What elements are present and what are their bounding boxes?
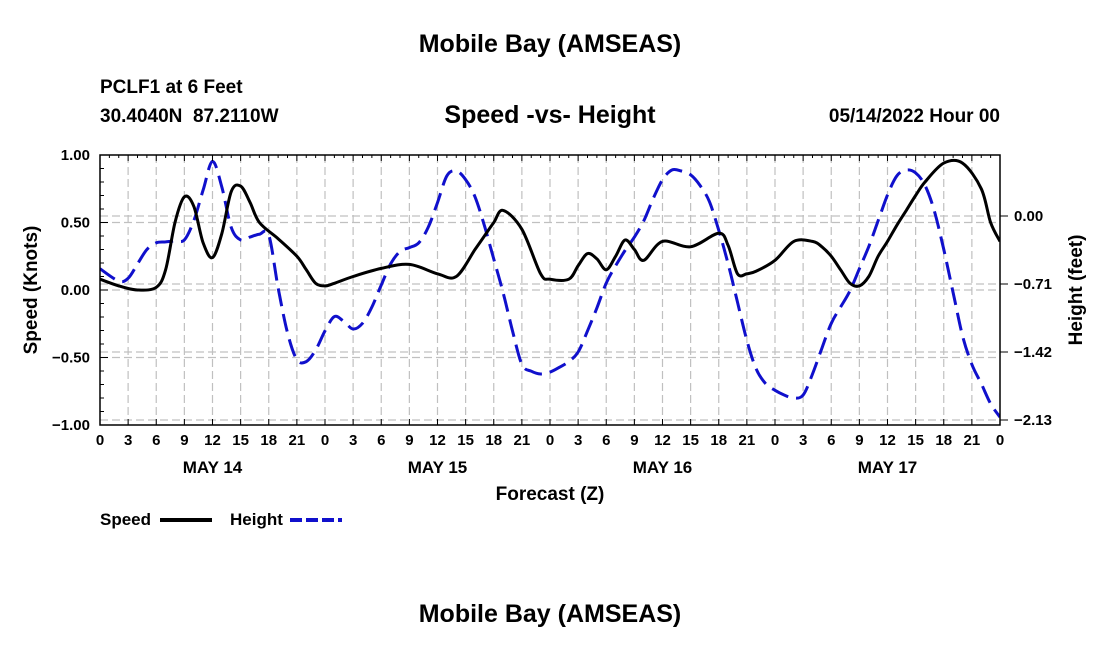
x-tick-label: 12 — [879, 432, 896, 449]
y2-tick-label: −1.42 — [1014, 344, 1052, 361]
legend-speed-label: Speed — [100, 510, 151, 529]
x-tick-label: 9 — [405, 432, 413, 449]
x-tick-label: 3 — [799, 432, 807, 449]
x-tick-label: 9 — [855, 432, 863, 449]
x-tick-label: 15 — [907, 432, 924, 449]
x-tick-label: 6 — [377, 432, 385, 449]
y-tick-label: 0.50 — [61, 215, 90, 232]
x-tick-label: 15 — [457, 432, 474, 449]
y2-tick-label: 0.00 — [1014, 208, 1043, 225]
y2-tick-label: −2.13 — [1014, 412, 1052, 429]
x-tick-label: 18 — [710, 432, 727, 449]
day-label: MAY 15 — [408, 458, 468, 477]
height-series-line — [100, 159, 1000, 418]
y-tick-label: −0.50 — [52, 350, 90, 367]
x-tick-label: 21 — [739, 432, 756, 449]
x-tick-label: 18 — [935, 432, 952, 449]
x-tick-label: 15 — [232, 432, 249, 449]
x-tick-label: 0 — [546, 432, 554, 449]
x-tick-label: 6 — [152, 432, 160, 449]
y-tick-label: 0.00 — [61, 282, 90, 299]
x-tick-label: 15 — [682, 432, 699, 449]
y-axis-label-height: Height (feet) — [1066, 235, 1087, 346]
x-tick-label: 3 — [574, 432, 582, 449]
y-tick-label: −1.00 — [52, 417, 90, 434]
x-tick-label: 18 — [485, 432, 502, 449]
x-tick-label: 21 — [289, 432, 306, 449]
day-label: MAY 16 — [633, 458, 693, 477]
y-axis-label-speed: Speed (Knots) — [21, 226, 42, 355]
x-tick-label: 12 — [654, 432, 671, 449]
x-tick-label: 12 — [204, 432, 221, 449]
chart-subtitle: Speed -vs- Height — [444, 101, 656, 129]
x-tick-label: 21 — [964, 432, 981, 449]
day-label: MAY 17 — [858, 458, 918, 477]
y-tick-label: 1.00 — [61, 147, 90, 164]
legend-height-label: Height — [230, 510, 283, 529]
chart-title-bottom: Mobile Bay (AMSEAS) — [418, 600, 682, 628]
x-tick-label: 0 — [996, 432, 1004, 449]
x-tick-label: 18 — [260, 432, 277, 449]
coordinates-label: 30.4040N 87.2110W — [100, 106, 279, 127]
x-tick-label: 9 — [180, 432, 188, 449]
station-label: PCLF1 at 6 Feet — [100, 77, 243, 98]
grid — [100, 155, 1000, 425]
x-tick-label: 9 — [630, 432, 638, 449]
legend: Speed Height — [100, 510, 342, 529]
x-tick-label: 0 — [321, 432, 329, 449]
x-tick-label: 12 — [429, 432, 446, 449]
x-tick-label: 0 — [771, 432, 779, 449]
x-tick-label: 3 — [349, 432, 357, 449]
day-label: MAY 14 — [183, 458, 243, 477]
x-tick-label: 6 — [827, 432, 835, 449]
y2-tick-label: −0.71 — [1014, 276, 1052, 293]
x-tick-label: 6 — [602, 432, 610, 449]
x-axis-label: Forecast (Z) — [496, 484, 605, 505]
x-tick-label: 0 — [96, 432, 104, 449]
x-tick-label: 3 — [124, 432, 132, 449]
forecast-datetime: 05/14/2022 Hour 00 — [828, 106, 1000, 127]
x-tick-label: 21 — [514, 432, 531, 449]
chart-title: Mobile Bay (AMSEAS) — [418, 30, 682, 58]
speed-series-line — [100, 158, 1000, 292]
